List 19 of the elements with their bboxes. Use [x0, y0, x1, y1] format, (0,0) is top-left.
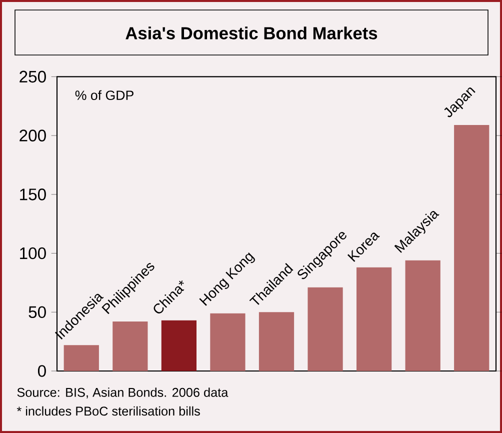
bar: [308, 287, 343, 371]
source-note: Source: BIS, Asian Bonds. 2006 data: [17, 388, 228, 398]
bar: [356, 267, 392, 371]
y-tick-label: 0: [38, 365, 46, 377]
bar: [112, 322, 148, 371]
bar: [64, 345, 99, 371]
bar: [210, 313, 246, 371]
bar: [258, 312, 294, 371]
y-tick-label: 50: [28, 306, 46, 318]
bar: [405, 260, 440, 371]
y-axis-title: % of GDP: [75, 90, 134, 100]
y-tick-label: 200: [20, 130, 46, 142]
y-tick-label: 250: [20, 70, 46, 83]
bar: [161, 320, 197, 371]
y-tick-label: 150: [20, 188, 46, 200]
chart-title: Asia's Domestic Bond Markets: [126, 26, 378, 40]
text: * includes PBoC sterilisation bills: [16, 406, 200, 416]
y-tick-label: 100: [20, 247, 46, 260]
bar: [454, 124, 490, 371]
